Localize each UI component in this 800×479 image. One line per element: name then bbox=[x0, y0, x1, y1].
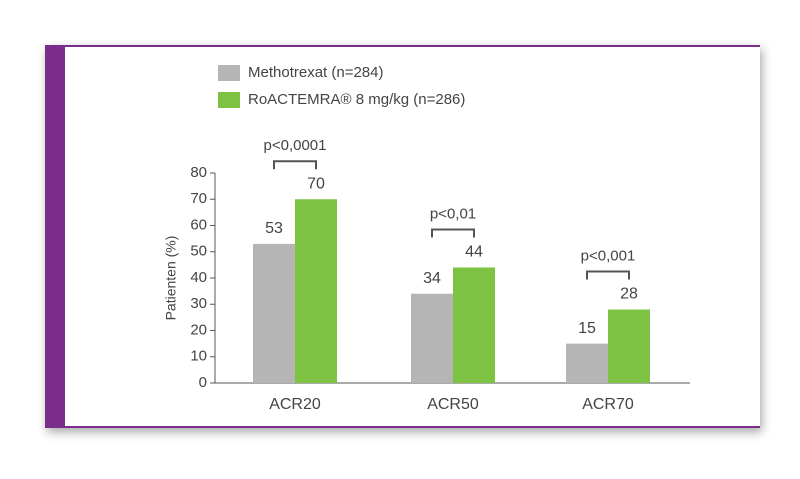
p-value: p<0,01 bbox=[430, 205, 476, 222]
significance-bracket bbox=[431, 228, 475, 238]
value-label: 15 bbox=[578, 320, 596, 337]
y-tick-label: 30 bbox=[190, 295, 207, 312]
card-left-band bbox=[45, 45, 65, 428]
bar bbox=[411, 293, 453, 383]
bar bbox=[453, 267, 495, 383]
significance-bracket bbox=[273, 160, 317, 170]
bar bbox=[608, 309, 650, 383]
value-label: 28 bbox=[620, 286, 638, 303]
legend-label: Methotrexat (n=284) bbox=[248, 64, 384, 81]
value-label: 44 bbox=[465, 244, 483, 261]
y-axis-label: Patienten (%) bbox=[163, 236, 179, 321]
y-tick-label: 60 bbox=[190, 216, 207, 233]
legend-label: RoACTEMRA® 8 mg/kg (n=286) bbox=[248, 91, 465, 108]
y-tick-label: 0 bbox=[199, 374, 207, 391]
value-label: 53 bbox=[265, 220, 283, 237]
x-tick-label: ACR20 bbox=[269, 396, 321, 413]
legend-swatch bbox=[218, 92, 240, 108]
y-tick-label: 70 bbox=[190, 190, 207, 207]
legend-swatch bbox=[218, 65, 240, 81]
significance-bracket bbox=[586, 270, 630, 280]
p-value: p<0,001 bbox=[581, 247, 636, 264]
bar bbox=[253, 243, 295, 383]
bar bbox=[295, 199, 337, 383]
x-tick-label: ACR70 bbox=[582, 396, 634, 413]
y-tick-label: 20 bbox=[190, 321, 207, 338]
y-tick-label: 10 bbox=[190, 348, 207, 365]
p-value: p<0,0001 bbox=[264, 137, 327, 154]
y-tick-label: 80 bbox=[190, 164, 207, 181]
value-label: 70 bbox=[307, 175, 325, 192]
value-label: 34 bbox=[423, 270, 441, 287]
x-tick-label: ACR50 bbox=[427, 396, 479, 413]
bar bbox=[566, 343, 608, 383]
y-tick-label: 50 bbox=[190, 243, 207, 260]
y-tick-label: 40 bbox=[190, 269, 207, 286]
